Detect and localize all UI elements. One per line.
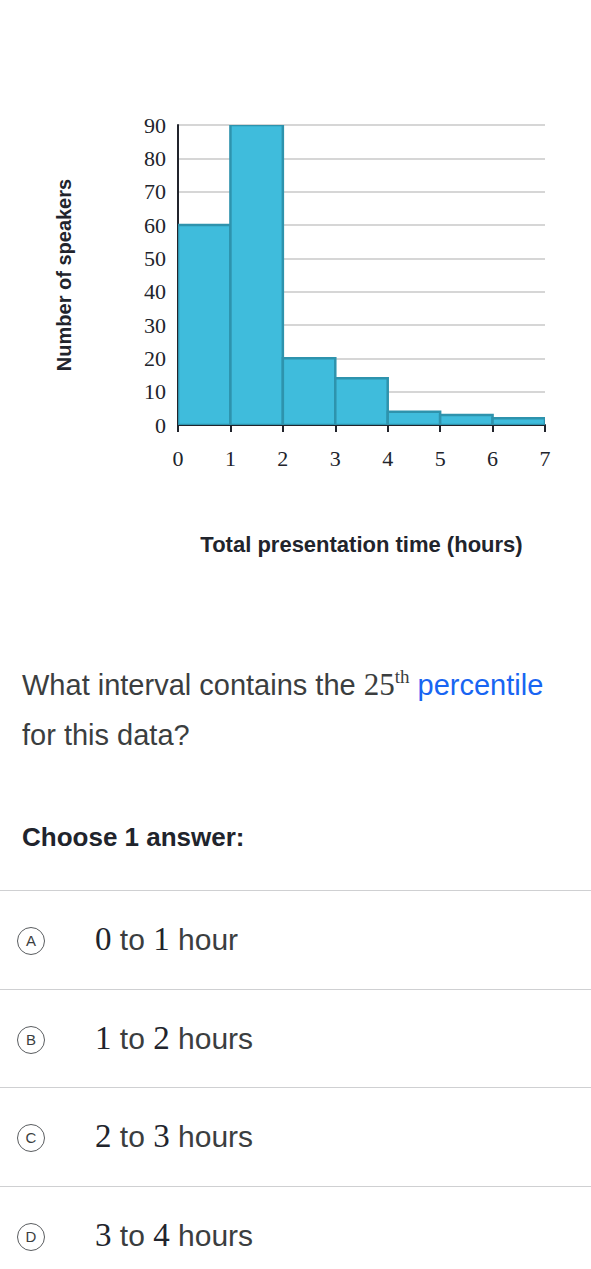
svg-text:70: 70	[144, 179, 166, 204]
svg-text:5: 5	[435, 446, 446, 471]
svg-text:7: 7	[540, 446, 551, 471]
html-text:0 to 1 hour: 0 to 1 hour	[95, 921, 239, 957]
svg-text:0: 0	[173, 446, 184, 471]
html-text:B: B	[26, 1030, 36, 1048]
svg-text:80: 80	[144, 146, 166, 171]
svg-text:1: 1	[225, 446, 236, 471]
html-text:3 to 4 hours: 3 to 4 hours	[95, 1216, 254, 1253]
svg-text:40: 40	[144, 279, 166, 304]
svg-text:Number of speakers: Number of speakers	[53, 179, 75, 371]
svg-text:4: 4	[382, 446, 393, 471]
svg-text:6: 6	[487, 446, 498, 471]
svg-text:2: 2	[277, 446, 288, 471]
svg-text:30: 30	[144, 313, 166, 338]
html-text:A: A	[26, 932, 36, 949]
html-text:Choose 1 answer:: Choose 1 answer:	[22, 822, 245, 852]
svg-text:10: 10	[144, 379, 166, 404]
html-text:C: C	[25, 1129, 37, 1146]
html-text:for this data?: for this data?	[22, 719, 190, 751]
html-text:1 to 2 hours: 1 to 2 hours	[95, 1019, 254, 1056]
svg-text:Total presentation time (hours: Total presentation time (hours)	[200, 532, 522, 557]
html-text:What interval contains the 25t: What interval contains the 25th percenti…	[22, 666, 544, 702]
html-text:2 to 3 hours: 2 to 3 hours	[95, 1118, 254, 1154]
svg-text:0: 0	[155, 413, 166, 438]
svg-text:20: 20	[144, 346, 166, 371]
svg-text:90: 90	[144, 113, 166, 138]
svg-text:3: 3	[330, 446, 341, 471]
svg-text:60: 60	[144, 213, 166, 238]
svg-text:50: 50	[144, 246, 166, 271]
html-text:D: D	[25, 1227, 37, 1245]
